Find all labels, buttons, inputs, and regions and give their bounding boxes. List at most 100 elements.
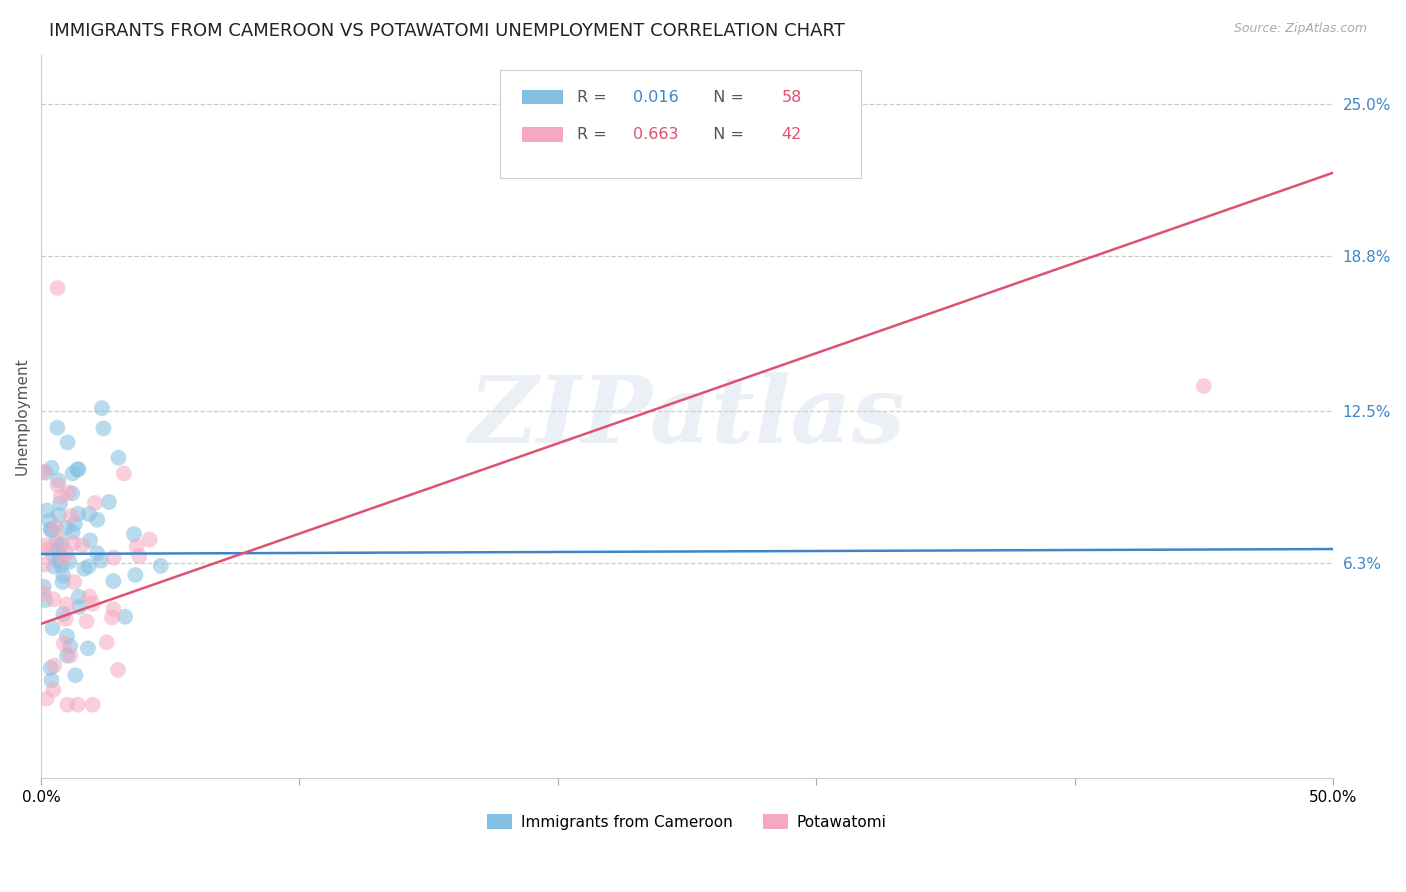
Text: 0.016: 0.016 [633, 89, 679, 104]
Point [101, 610, 124, 624]
Point [34, 593, 56, 607]
Point [60, 508, 83, 523]
Point [48, 554, 70, 568]
Text: ZIPatlas: ZIPatlas [468, 372, 905, 462]
Point [48, 508, 70, 522]
Point [112, 467, 135, 481]
Point [77, 641, 100, 656]
Text: 0.663: 0.663 [633, 128, 678, 142]
Point [103, 602, 125, 616]
Text: N =: N = [703, 128, 748, 142]
Point [97, 495, 120, 509]
Text: 42: 42 [782, 128, 801, 142]
Point [77, 559, 100, 574]
Point [42, 592, 65, 607]
Point [62, 525, 84, 540]
Legend: Immigrants from Cameroon, Potawatomi: Immigrants from Cameroon, Potawatomi [481, 807, 893, 836]
Point [42, 682, 65, 697]
Point [44, 658, 66, 673]
Point [46, 544, 69, 558]
Point [63, 516, 86, 531]
Point [58, 555, 80, 569]
Point [58, 485, 80, 500]
Point [55, 521, 77, 535]
Point [66, 698, 89, 712]
Point [51, 558, 73, 573]
Point [128, 549, 150, 564]
Point [67, 590, 90, 604]
Text: N =: N = [703, 89, 748, 104]
Point [96, 635, 118, 649]
Point [107, 663, 129, 677]
Point [56, 629, 79, 643]
Point [86, 546, 108, 560]
Text: R =: R = [578, 89, 612, 104]
Text: IMMIGRANTS FROM CAMEROON VS POTAWATOMI UNEMPLOYMENT CORRELATION CHART: IMMIGRANTS FROM CAMEROON VS POTAWATOMI U… [49, 22, 845, 40]
Point [39, 661, 62, 675]
Point [52, 575, 75, 590]
Point [55, 546, 77, 560]
Point [122, 527, 145, 541]
Point [107, 450, 129, 465]
Point [52, 607, 75, 621]
Point [56, 698, 79, 712]
Point [62, 467, 84, 481]
Point [49, 489, 72, 503]
Point [32, 580, 55, 594]
Point [46, 281, 69, 295]
Point [79, 590, 101, 604]
Point [35, 538, 58, 552]
Point [1192, 379, 1215, 393]
Point [45, 534, 67, 549]
Point [67, 599, 90, 614]
FancyBboxPatch shape [499, 70, 862, 178]
Point [44, 520, 66, 534]
Point [60, 486, 83, 500]
Point [42, 559, 65, 574]
Point [37, 542, 59, 557]
Point [125, 539, 148, 553]
Point [49, 496, 72, 510]
Point [46, 473, 69, 487]
Point [32, 586, 55, 600]
Point [46, 420, 69, 434]
Point [34, 466, 56, 480]
Point [32, 465, 55, 479]
Point [38, 514, 60, 528]
Point [93, 421, 115, 435]
Point [67, 462, 90, 476]
Point [73, 562, 96, 576]
Point [56, 648, 79, 663]
Point [51, 537, 73, 551]
Point [82, 698, 104, 712]
Point [35, 503, 58, 517]
Text: 58: 58 [782, 89, 801, 104]
Point [52, 550, 75, 565]
Point [84, 496, 107, 510]
Point [59, 648, 82, 663]
Point [59, 639, 82, 653]
Point [39, 522, 62, 536]
Point [55, 598, 77, 612]
Text: R =: R = [578, 128, 612, 142]
Point [56, 435, 79, 450]
Point [52, 568, 75, 582]
Point [63, 575, 86, 590]
Point [79, 533, 101, 548]
Point [62, 536, 84, 550]
Point [82, 597, 104, 611]
Point [42, 547, 65, 561]
Point [65, 668, 87, 682]
Point [46, 478, 69, 492]
FancyBboxPatch shape [522, 90, 562, 104]
Point [77, 507, 100, 521]
Point [90, 401, 112, 416]
Point [149, 558, 172, 573]
Point [52, 636, 75, 650]
FancyBboxPatch shape [522, 128, 562, 142]
Point [34, 558, 56, 572]
Point [48, 534, 70, 549]
Point [66, 462, 89, 476]
Point [41, 523, 63, 537]
Point [103, 574, 125, 588]
